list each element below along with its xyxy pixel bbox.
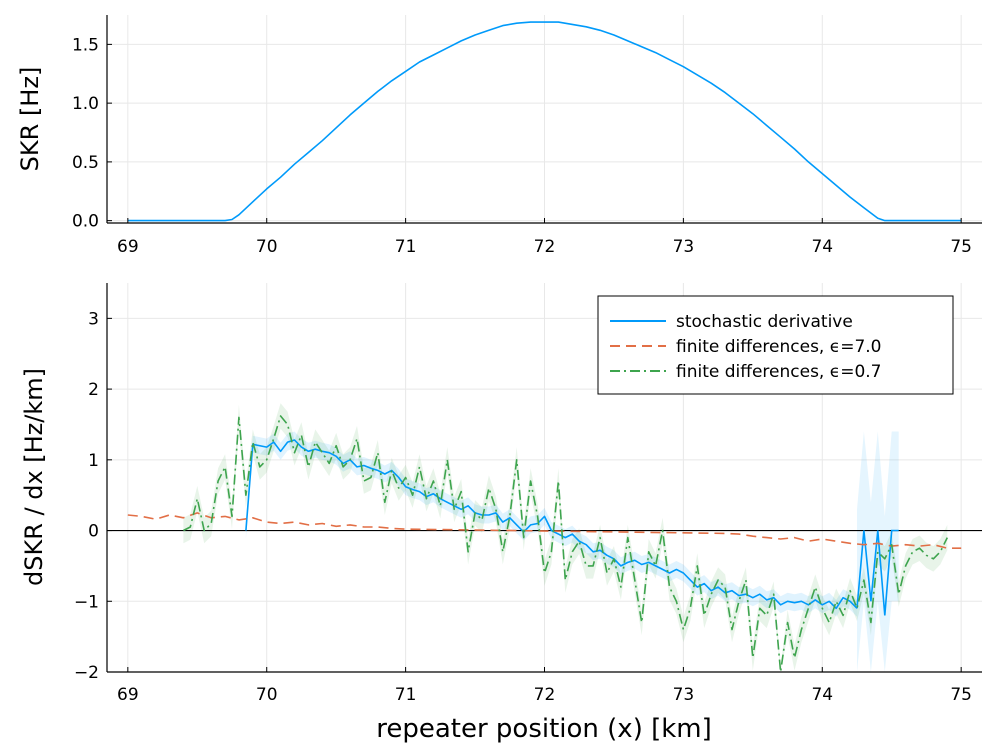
derivative-y-tick-label: 3 (88, 309, 99, 329)
derivative-y-tick-label: −1 (74, 592, 99, 612)
derivative-x-tick-label: 71 (395, 685, 417, 705)
skr-y-tick-label: 1.0 (72, 94, 99, 114)
skr-grid (107, 15, 982, 223)
skr-x-tick-label: 71 (395, 237, 417, 257)
x-axis-label: repeater position (x) [km] (376, 714, 712, 744)
derivative-y-tick-label: −2 (74, 663, 99, 683)
series-0-noisy-tail (856, 529, 899, 616)
derivative-y-tick-label: 0 (88, 522, 99, 542)
derivative-series-layer (107, 415, 982, 673)
derivative-y-ticks: −2 −1 0 1 2 3 (74, 309, 112, 683)
derivative-x-tick-label: 72 (534, 685, 556, 705)
series-0-noisy-band (857, 431, 899, 672)
legend-box (597, 295, 954, 395)
skr-panel: 69 70 71 72 73 74 75 0.0 0.5 1.0 1.5 SKR [Hz] (16, 15, 982, 257)
skr-x-tick-label: 70 (256, 237, 278, 257)
skr-x-tick-label: 74 (811, 237, 833, 257)
skr-x-ticks: 69 70 71 72 73 74 75 (117, 218, 972, 257)
derivative-x-tick-label: 75 (950, 685, 972, 705)
derivative-x-tick-label: 74 (811, 685, 833, 705)
skr-y-tick-label: 1.5 (72, 35, 99, 55)
derivative-x-ticks: 69 70 71 72 73 74 75 (117, 667, 972, 705)
series-1-line (127, 512, 962, 550)
derivative-y-tick-label: 1 (88, 451, 99, 471)
legend-label-fd-07: finite differences, ϵ=0.7 (676, 362, 881, 382)
series-2-line (183, 415, 949, 673)
skr-x-tick-label: 75 (950, 237, 972, 257)
legend: stochastic derivative finite differences… (597, 295, 954, 395)
skr-series-layer (127, 21, 962, 222)
series-0-line (245, 439, 858, 610)
legend-label-fd-7: finite differences, ϵ=7.0 (676, 337, 881, 357)
series-2-confidence-band (183, 403, 948, 672)
derivative-y-tick-label: 2 (88, 380, 99, 400)
skr-y-tick-label: 0.5 (72, 153, 99, 173)
derivative-panel: 69 70 71 72 73 74 75 −2 −1 0 1 2 3 dSKR / dx [Hz/km… (20, 283, 982, 744)
derivative-x-tick-label: 69 (117, 685, 139, 705)
legend-label-stochastic: stochastic derivative (676, 312, 853, 332)
series-0-line (127, 21, 962, 222)
derivative-x-tick-label: 73 (673, 685, 695, 705)
skr-y-ticks: 0.0 0.5 1.0 1.5 (72, 35, 112, 232)
skr-x-tick-label: 72 (534, 237, 556, 257)
derivative-x-tick-label: 70 (256, 685, 278, 705)
skr-y-tick-label: 0.0 (72, 212, 99, 232)
skr-y-axis-label: SKR [Hz] (16, 67, 44, 172)
derivative-y-axis-label: dSKR / dx [Hz/km] (20, 368, 48, 586)
skr-x-tick-label: 69 (117, 237, 139, 257)
skr-x-tick-label: 73 (673, 237, 695, 257)
